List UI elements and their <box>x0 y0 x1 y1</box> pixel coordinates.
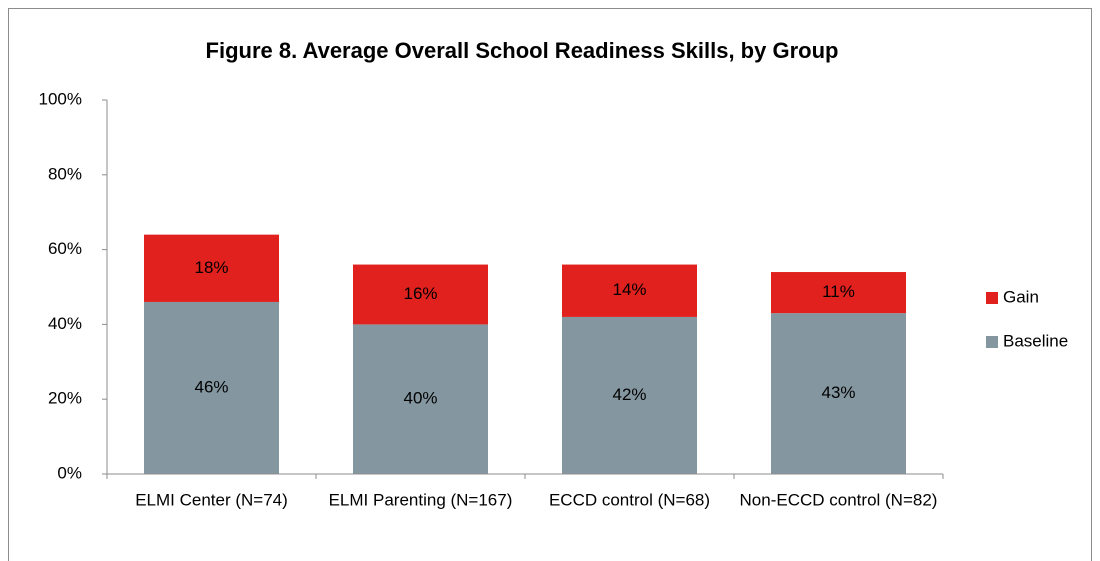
data-label: 43% <box>821 383 855 402</box>
bar-segment <box>353 264 488 325</box>
data-label: 46% <box>194 377 228 396</box>
bar-segment <box>562 264 697 317</box>
bar-segment <box>771 313 906 474</box>
y-tick-label: 60% <box>48 239 82 258</box>
y-tick-label: 40% <box>48 314 82 333</box>
bar-segment <box>144 234 279 302</box>
y-tick-label: 80% <box>48 164 82 183</box>
data-label: 42% <box>612 385 646 404</box>
y-tick-label: 20% <box>48 389 82 408</box>
legend-label: Baseline <box>1003 331 1068 350</box>
y-tick-label: 100% <box>39 89 82 108</box>
data-label: 18% <box>194 258 228 277</box>
data-label: 11% <box>822 282 855 301</box>
legend-swatch <box>986 292 998 304</box>
legend-label: Gain <box>1003 287 1039 306</box>
data-label: 16% <box>403 284 437 303</box>
x-tick-label: ELMI Center (N=74) <box>135 490 288 509</box>
bar-segment <box>771 272 906 314</box>
bar-segment <box>353 324 488 474</box>
x-tick-label: ECCD control (N=68) <box>549 490 710 509</box>
data-label: 14% <box>612 280 646 299</box>
bar-segment <box>144 301 279 474</box>
x-tick-label: ELMI Parenting (N=167) <box>329 490 513 509</box>
chart-frame <box>8 8 1092 561</box>
y-tick-label: 0% <box>57 463 82 482</box>
data-label: 40% <box>403 389 437 408</box>
bar-segment <box>562 316 697 474</box>
x-tick-label: Non-ECCD control (N=82) <box>740 490 938 509</box>
legend-swatch <box>986 336 998 348</box>
chart-title: Figure 8. Average Overall School Readine… <box>206 38 839 63</box>
